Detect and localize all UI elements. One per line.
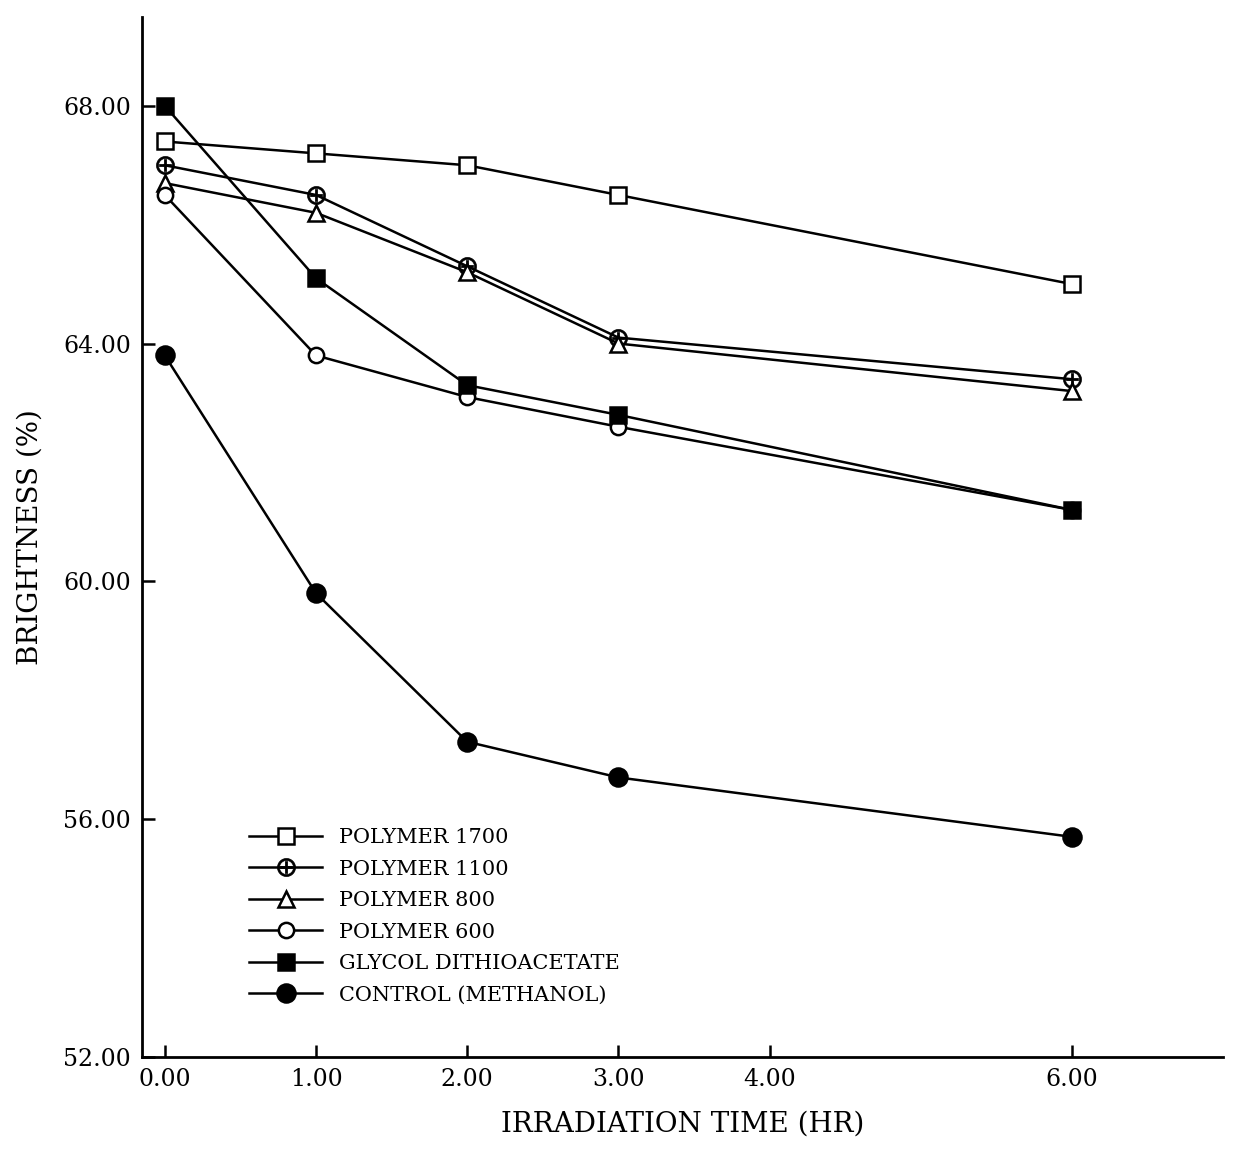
Y-axis label: BRIGHTNESS (%): BRIGHTNESS (%) — [16, 409, 43, 665]
Legend: POLYMER 1700, POLYMER 1100, POLYMER 800, POLYMER 600, GLYCOL DITHIOACETATE, CONT: POLYMER 1700, POLYMER 1100, POLYMER 800,… — [239, 818, 630, 1016]
X-axis label: IRRADIATION TIME (HR): IRRADIATION TIME (HR) — [501, 1110, 864, 1138]
